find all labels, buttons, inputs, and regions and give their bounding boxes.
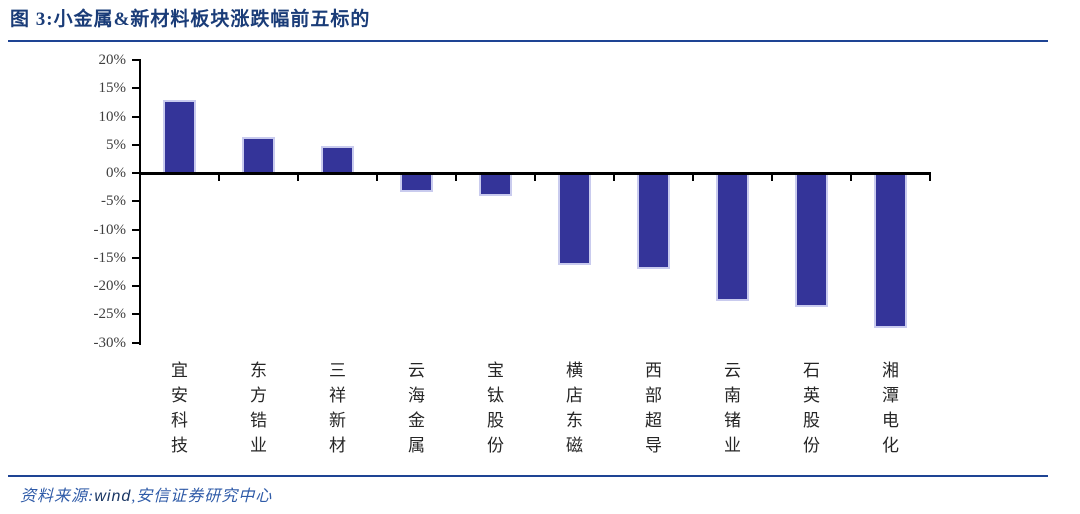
y-axis-tick <box>132 228 140 231</box>
x-axis-label: 云南锗业 <box>724 361 741 455</box>
bar <box>321 146 354 173</box>
x-axis-tick <box>771 174 773 181</box>
bar <box>558 173 591 265</box>
footer-divider <box>8 475 1048 477</box>
x-axis-tick <box>613 174 615 181</box>
source-suffix: ,安信证券研究中心 <box>131 488 273 505</box>
y-axis-label: -30% <box>93 334 127 351</box>
x-axis-label: 东方锆业 <box>250 361 267 455</box>
x-axis-label: 石英股份 <box>803 361 820 455</box>
y-axis-label: 0% <box>106 165 126 181</box>
x-axis-label: 宝钛股份 <box>487 361 504 455</box>
x-axis-tick <box>850 174 852 181</box>
x-axis-label: 横店东磁 <box>566 361 583 455</box>
bar <box>163 99 196 173</box>
x-axis-label: 西部超导 <box>645 361 662 455</box>
x-axis-tick <box>297 174 299 181</box>
y-axis-tick <box>132 285 140 287</box>
y-axis-tick <box>132 256 140 259</box>
bar <box>400 173 433 192</box>
x-axis-line <box>139 171 931 175</box>
x-axis-label: 宜安科技 <box>171 361 188 455</box>
x-axis-tick <box>929 174 931 181</box>
x-axis-label: 云海金属 <box>408 361 425 455</box>
y-axis-tick <box>132 87 140 90</box>
bar <box>874 173 907 329</box>
bar <box>716 173 749 301</box>
x-axis-tick <box>218 174 220 181</box>
x-axis-label: 三祥新材 <box>329 361 346 455</box>
y-axis-tick <box>132 341 140 344</box>
x-axis-tick <box>692 174 694 181</box>
x-axis-label: 湘潭电化 <box>882 361 899 455</box>
y-axis-label: 10% <box>98 108 127 125</box>
y-axis-tick <box>132 143 140 146</box>
y-axis-tick <box>132 59 140 61</box>
y-axis-label: -20% <box>93 278 127 294</box>
x-axis-tick <box>534 174 536 181</box>
y-axis-tick <box>132 172 140 174</box>
y-axis-tick <box>132 115 140 118</box>
bar <box>479 173 512 196</box>
x-axis-tick <box>455 174 457 181</box>
y-axis-label: -25% <box>93 306 127 323</box>
source-prefix: 资料来源: <box>20 488 95 505</box>
y-axis-label: -15% <box>93 249 127 266</box>
y-axis-line <box>139 59 141 345</box>
bar <box>242 136 275 173</box>
y-axis-label: 15% <box>98 80 127 97</box>
y-axis-label: 5% <box>106 136 126 153</box>
y-axis-label: 20% <box>98 52 127 68</box>
y-axis-tick <box>132 313 140 316</box>
source-provider: wind <box>94 488 132 505</box>
title-divider <box>8 40 1048 42</box>
source-note: 资料来源:wind,安信证券研究中心 <box>20 482 272 506</box>
bar <box>795 173 828 307</box>
figure-title: 图 3:小金属&新材料板块涨跌幅前五标的 <box>10 9 371 30</box>
bar <box>637 173 670 270</box>
y-axis-label: -10% <box>93 221 127 238</box>
y-axis-tick <box>132 200 140 203</box>
y-axis-label: -5% <box>101 193 126 210</box>
x-axis-tick <box>376 174 378 181</box>
